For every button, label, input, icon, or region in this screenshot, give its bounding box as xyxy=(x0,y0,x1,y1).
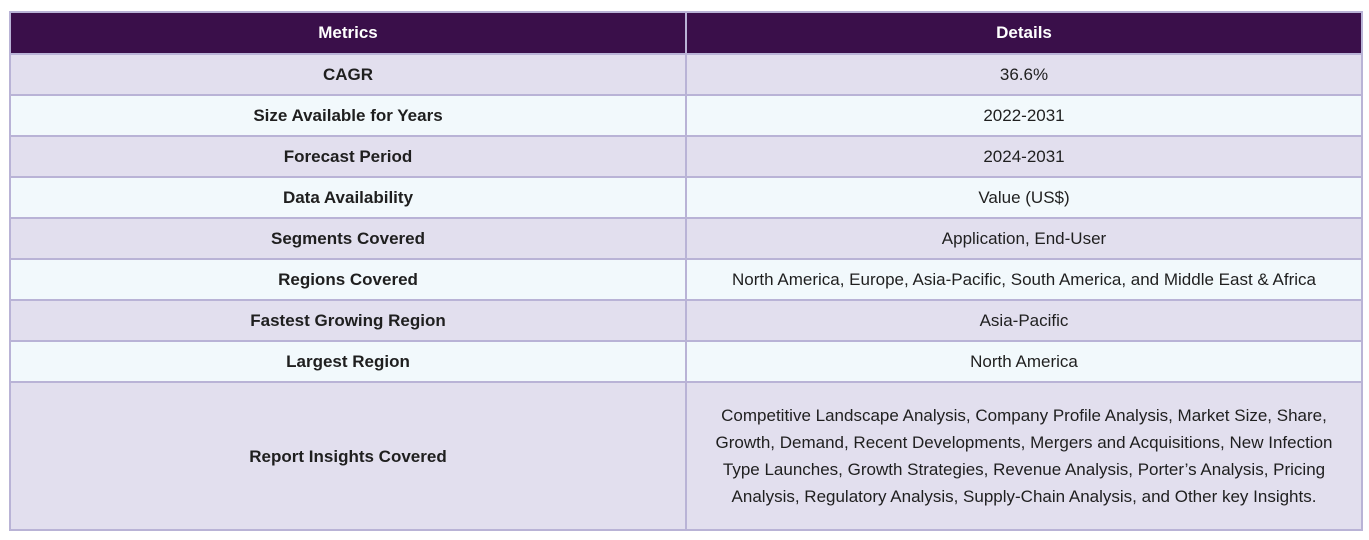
metric-cell: Segments Covered xyxy=(9,217,687,260)
column-header-metrics: Metrics xyxy=(9,11,687,55)
detail-cell: North America xyxy=(685,340,1363,383)
metric-cell: Data Availability xyxy=(9,176,687,219)
table-row: Largest Region North America xyxy=(9,340,1363,383)
metric-cell: Size Available for Years xyxy=(9,94,687,137)
metric-cell: Largest Region xyxy=(9,340,687,383)
metric-cell: Forecast Period xyxy=(9,135,687,178)
detail-cell: 2022-2031 xyxy=(685,94,1363,137)
metric-cell: CAGR xyxy=(9,53,687,96)
report-metrics-table-container: Metrics Details CAGR 36.6% Size Availabl… xyxy=(9,11,1363,531)
table-row: Size Available for Years 2022-2031 xyxy=(9,94,1363,137)
column-header-details: Details xyxy=(685,11,1363,55)
table-row: Fastest Growing Region Asia-Pacific xyxy=(9,299,1363,342)
table-row: CAGR 36.6% xyxy=(9,53,1363,96)
table-row: Regions Covered North America, Europe, A… xyxy=(9,258,1363,301)
detail-cell: Competitive Landscape Analysis, Company … xyxy=(685,381,1363,531)
metric-cell: Report Insights Covered xyxy=(9,381,687,531)
detail-cell: Asia-Pacific xyxy=(685,299,1363,342)
detail-cell: 36.6% xyxy=(685,53,1363,96)
detail-cell: Value (US$) xyxy=(685,176,1363,219)
table-header-row: Metrics Details xyxy=(9,11,1363,55)
metric-cell: Regions Covered xyxy=(9,258,687,301)
table-row: Segments Covered Application, End-User xyxy=(9,217,1363,260)
detail-cell: 2024-2031 xyxy=(685,135,1363,178)
table-row: Report Insights Covered Competitive Land… xyxy=(9,381,1363,531)
metric-cell: Fastest Growing Region xyxy=(9,299,687,342)
table-row: Data Availability Value (US$) xyxy=(9,176,1363,219)
table-row: Forecast Period 2024-2031 xyxy=(9,135,1363,178)
report-metrics-table: Metrics Details CAGR 36.6% Size Availabl… xyxy=(9,11,1363,531)
detail-cell: Application, End-User xyxy=(685,217,1363,260)
detail-cell: North America, Europe, Asia-Pacific, Sou… xyxy=(685,258,1363,301)
